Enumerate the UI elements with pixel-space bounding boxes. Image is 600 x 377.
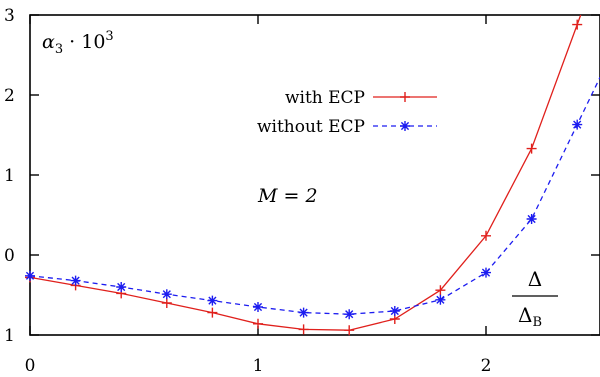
y-tick-label: 2	[4, 86, 15, 106]
legend-sample-without-ecp	[373, 121, 437, 131]
legend-label-with-ecp: with ECP	[285, 88, 365, 108]
data-point-plus	[253, 318, 263, 329]
data-point-plus	[572, 19, 583, 30]
legend-marker-plus	[400, 92, 410, 102]
legend: with ECP without ECP	[257, 88, 437, 137]
legend-sample-with-ecp	[373, 92, 437, 102]
data-point-star	[481, 267, 491, 278]
data-point-star	[207, 295, 218, 306]
data-point-star	[526, 214, 537, 224]
data-point-star	[389, 306, 400, 316]
parameter-annotation: M = 2	[257, 185, 318, 207]
legend-label-without-ecp: without ECP	[257, 117, 365, 137]
axis-ticks	[29, 14, 600, 336]
series-line	[29, 14, 582, 331]
y-tick-label: 1	[4, 326, 15, 346]
x-tick-label: 2	[481, 356, 492, 376]
x-axis-label: Δ ΔB	[512, 267, 558, 330]
y-tick-label: 3	[4, 6, 15, 26]
xlabel-denominator-delta: Δ	[518, 303, 532, 327]
xlabel-denominator: ΔB	[518, 303, 542, 330]
xlabel-numerator: Δ	[528, 267, 542, 291]
data-point-plus	[526, 143, 537, 154]
data-point-star	[25, 270, 35, 281]
data-point-star	[435, 294, 446, 305]
series-without-ecp	[25, 77, 600, 320]
ylabel-alpha: α	[42, 31, 55, 53]
series-line	[29, 77, 600, 315]
legend-marker-star	[400, 121, 410, 131]
series-with-ecp	[25, 14, 583, 336]
x-tick-label: 0	[25, 356, 36, 376]
series-layer	[25, 14, 600, 336]
data-point-star	[572, 119, 583, 130]
data-point-star	[253, 302, 263, 312]
ylabel-sub: 3	[55, 42, 63, 57]
data-point-plus	[161, 298, 172, 308]
data-point-plus	[481, 230, 491, 241]
y-axis-label: α3 · 103	[42, 29, 114, 57]
data-point-star	[298, 307, 309, 318]
ylabel-dot: · 10	[63, 31, 105, 53]
data-point-plus	[207, 307, 218, 318]
data-point-plus	[298, 324, 309, 335]
y-tick-label: 0	[4, 246, 15, 266]
xlabel-denominator-sub: B	[532, 315, 542, 330]
ylabel-sup: 3	[105, 29, 113, 44]
data-point-star	[70, 275, 81, 286]
plot-frame	[29, 14, 600, 336]
data-point-star	[161, 289, 172, 300]
data-point-star	[116, 282, 127, 292]
x-tick-label: 1	[253, 356, 264, 376]
data-point-star	[344, 309, 355, 320]
y-tick-label: 1	[4, 166, 15, 186]
data-point-plus	[435, 285, 446, 296]
data-point-plus	[344, 325, 355, 336]
